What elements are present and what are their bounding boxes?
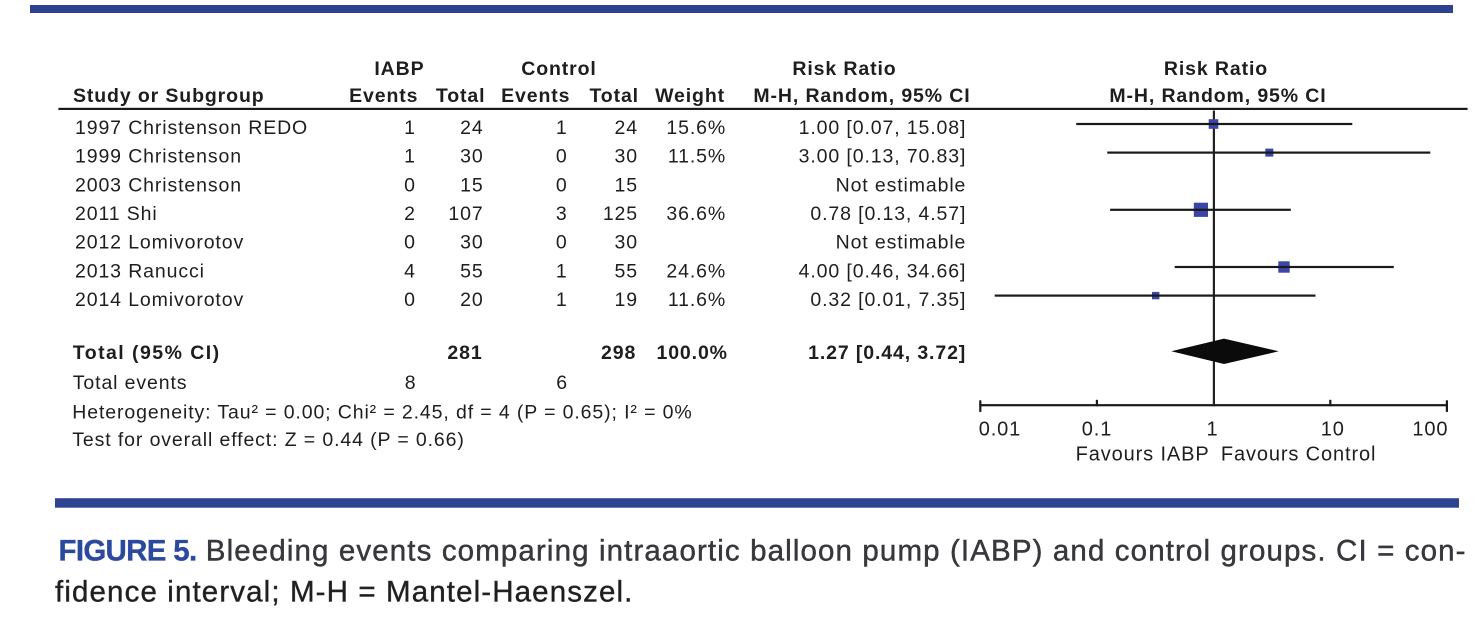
svg-text:2003 Christenson: 2003 Christenson <box>75 174 242 196</box>
svg-text:Risk Ratio: Risk Ratio <box>792 58 896 80</box>
svg-text:Events: Events <box>501 85 570 107</box>
svg-text:1: 1 <box>556 260 568 282</box>
svg-text:Heterogeneity: Tau² = 0.00; Ch: Heterogeneity: Tau² = 0.00; Chi² = 2.45,… <box>72 401 692 423</box>
svg-text:15: 15 <box>460 174 483 196</box>
svg-text:0: 0 <box>404 174 416 196</box>
svg-text:0.1: 0.1 <box>1082 418 1112 440</box>
svg-text:30: 30 <box>615 232 638 254</box>
svg-text:Total (95% CI): Total (95% CI) <box>73 342 221 364</box>
svg-text:8: 8 <box>405 372 417 394</box>
svg-text:Test for overall effect: Z = 0: Test for overall effect: Z = 0.44 (P = 0… <box>72 429 464 451</box>
svg-text:IABP: IABP <box>374 58 424 80</box>
svg-text:1: 1 <box>1206 418 1218 440</box>
svg-text:2013 Ranucci: 2013 Ranucci <box>75 260 205 282</box>
svg-text:15.6%: 15.6% <box>666 117 726 139</box>
svg-text:M-H, Random, 95% CI: M-H, Random, 95% CI <box>1109 85 1326 107</box>
svg-text:125: 125 <box>603 203 638 225</box>
svg-text:4.00 [0.46, 34.66]: 4.00 [0.46, 34.66] <box>799 260 967 282</box>
svg-text:281: 281 <box>447 342 482 364</box>
svg-text:0: 0 <box>556 146 568 168</box>
svg-text:1997 Christenson REDO: 1997 Christenson REDO <box>75 117 308 139</box>
svg-text:1: 1 <box>556 117 568 139</box>
svg-text:11.6%: 11.6% <box>668 289 726 311</box>
svg-text:2: 2 <box>404 203 416 225</box>
svg-text:Total: Total <box>589 85 639 107</box>
svg-text:2011 Shi: 2011 Shi <box>75 203 158 225</box>
svg-text:107: 107 <box>448 203 483 225</box>
svg-text:FIGURE 5. Bleeding events comp: FIGURE 5. Bleeding events comparing intr… <box>59 534 1467 567</box>
svg-text:3: 3 <box>556 203 568 225</box>
svg-text:24: 24 <box>460 117 483 139</box>
svg-text:1999 Christenson: 1999 Christenson <box>75 146 242 168</box>
svg-text:Events: Events <box>349 85 418 107</box>
svg-text:2012 Lomivorotov: 2012 Lomivorotov <box>75 232 244 254</box>
svg-text:Not estimable: Not estimable <box>836 174 967 196</box>
svg-text:100.0%: 100.0% <box>656 342 727 364</box>
svg-text:30: 30 <box>615 146 638 168</box>
svg-text:11.5%: 11.5% <box>668 146 726 168</box>
svg-text:30: 30 <box>460 232 483 254</box>
svg-text:Total: Total <box>436 85 486 107</box>
svg-text:19: 19 <box>615 289 638 311</box>
svg-text:M-H, Random, 95% CI: M-H, Random, 95% CI <box>753 85 970 107</box>
svg-text:55: 55 <box>615 260 638 282</box>
svg-text:4: 4 <box>404 260 416 282</box>
svg-text:0.32 [0.01, 7.35]: 0.32 [0.01, 7.35] <box>810 289 966 311</box>
svg-text:fidence interval; M-H = Mantel: fidence interval; M-H = Mantel-Haenszel. <box>55 576 633 609</box>
svg-text:298: 298 <box>601 342 636 364</box>
svg-text:15: 15 <box>615 174 638 196</box>
svg-text:0: 0 <box>404 232 416 254</box>
svg-text:Favours IABP: Favours IABP <box>1076 443 1210 465</box>
svg-text:1.00 [0.07, 15.08]: 1.00 [0.07, 15.08] <box>799 117 967 139</box>
svg-text:1.27 [0.44, 3.72]: 1.27 [0.44, 3.72] <box>808 342 966 364</box>
svg-text:1: 1 <box>404 146 416 168</box>
svg-text:24: 24 <box>615 117 638 139</box>
svg-text:Not estimable: Not estimable <box>836 232 967 254</box>
svg-text:100: 100 <box>1412 418 1448 440</box>
svg-text:Control: Control <box>521 58 596 80</box>
svg-text:1: 1 <box>556 289 568 311</box>
svg-text:6: 6 <box>556 372 568 394</box>
svg-text:36.6%: 36.6% <box>666 203 726 225</box>
svg-text:3.00 [0.13, 70.83]: 3.00 [0.13, 70.83] <box>799 146 967 168</box>
svg-text:30: 30 <box>460 146 483 168</box>
svg-text:55: 55 <box>460 260 483 282</box>
svg-text:0: 0 <box>556 232 568 254</box>
svg-text:Total events: Total events <box>73 372 188 394</box>
svg-text:Favours Control: Favours Control <box>1221 443 1376 465</box>
svg-text:10: 10 <box>1321 418 1345 440</box>
svg-text:Risk Ratio: Risk Ratio <box>1164 58 1268 80</box>
svg-text:0.01: 0.01 <box>979 418 1021 440</box>
svg-text:0: 0 <box>556 174 568 196</box>
svg-text:24.6%: 24.6% <box>666 260 726 282</box>
svg-text:Weight: Weight <box>655 85 725 107</box>
svg-text:20: 20 <box>460 289 483 311</box>
svg-text:0: 0 <box>404 289 416 311</box>
svg-text:1: 1 <box>404 117 416 139</box>
svg-text:2014 Lomivorotov: 2014 Lomivorotov <box>75 289 244 311</box>
svg-text:0.78 [0.13, 4.57]: 0.78 [0.13, 4.57] <box>810 203 966 225</box>
svg-text:Study or Subgroup: Study or Subgroup <box>73 85 265 107</box>
